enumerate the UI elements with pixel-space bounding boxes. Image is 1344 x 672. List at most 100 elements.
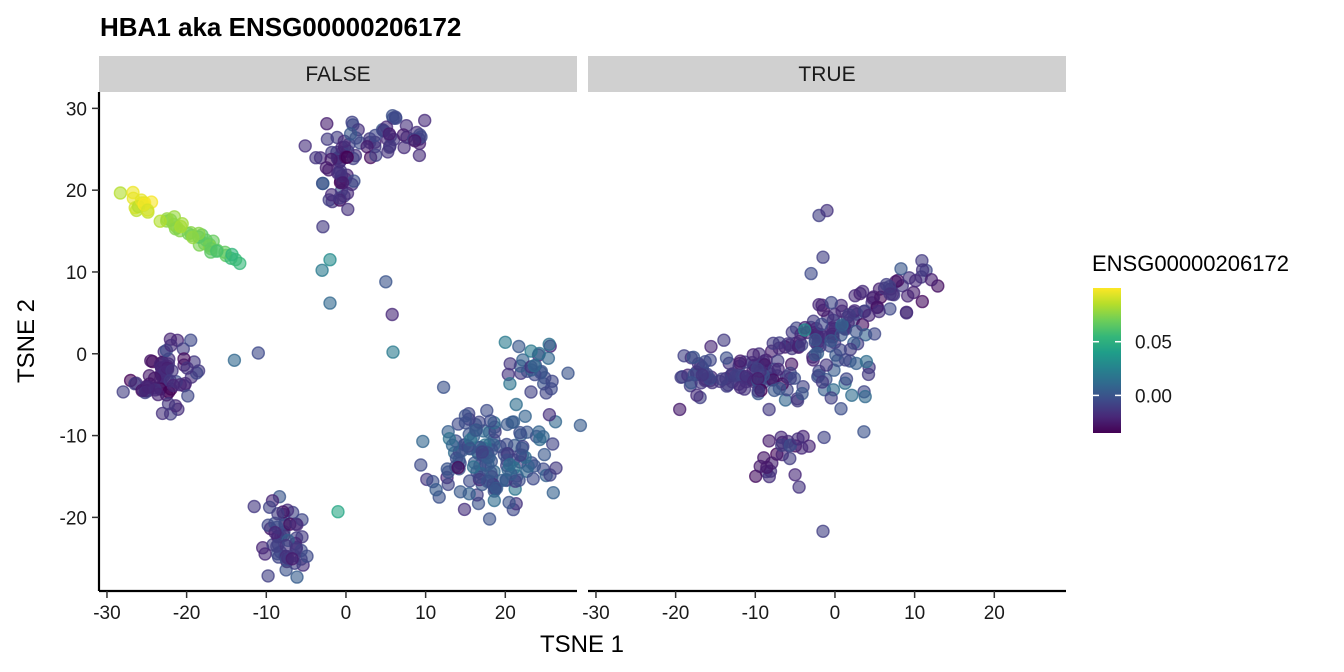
scatter-point: [762, 402, 776, 417]
scatter-point: [225, 247, 239, 262]
scatter-point: [515, 441, 529, 455]
scatter-point: [279, 538, 293, 553]
scatter-point: [518, 409, 532, 423]
scatter-point: [751, 371, 765, 386]
scatter-point: [483, 414, 498, 428]
x-tick-label: -30: [582, 603, 609, 624]
scatter-point: [798, 323, 812, 337]
scatter-point: [475, 445, 489, 459]
strip-false: [99, 56, 577, 92]
scatter-point: [862, 308, 876, 322]
scatter-point: [385, 307, 399, 322]
scatter-point: [787, 371, 802, 385]
scatter-point: [824, 334, 838, 348]
scatter-point: [347, 174, 361, 188]
scatter-point: [209, 244, 224, 258]
scatter-point: [251, 346, 265, 360]
scatter-point: [719, 351, 734, 365]
scatter-point: [915, 294, 929, 309]
scatter-point: [546, 486, 560, 500]
scatter-point: [686, 350, 701, 364]
scatter-point: [549, 461, 563, 475]
scatter-point: [183, 333, 198, 347]
scatter-point: [164, 338, 178, 353]
y-axis-title: TSNE 2: [13, 299, 40, 383]
scatter-point: [480, 474, 495, 489]
scatter-point: [698, 355, 712, 369]
scatter-point: [733, 354, 747, 368]
scatter-point: [315, 263, 329, 277]
legend-title: ENSG00000206172: [1092, 251, 1289, 276]
scatter-point: [690, 388, 704, 402]
scatter-point: [271, 507, 285, 521]
scatter-point: [820, 203, 834, 218]
scatter-point: [506, 415, 521, 429]
scatter-point: [909, 274, 923, 288]
scatter-point: [166, 378, 181, 393]
scatter-point: [261, 569, 275, 583]
scatter-point: [753, 459, 767, 474]
scatter-point: [445, 438, 460, 452]
scatter-point: [416, 434, 430, 449]
scatter-point: [842, 308, 856, 322]
scatter-point: [767, 383, 782, 398]
scatter-point: [343, 127, 358, 141]
scatter-point: [783, 451, 797, 466]
scatter-point: [812, 298, 826, 312]
scatter-point: [795, 386, 809, 401]
scatter-point: [533, 432, 547, 447]
scatter-point: [673, 402, 687, 417]
x-tick-label: -10: [742, 603, 769, 624]
scatter-point: [715, 372, 729, 386]
scatter-point: [181, 389, 195, 403]
scatter-point: [151, 387, 165, 402]
scatter-point: [340, 150, 354, 165]
scatter-point: [316, 176, 330, 191]
scatter-point: [290, 518, 304, 532]
scatter-point: [524, 385, 538, 399]
scatter-point: [309, 150, 323, 165]
scatter-point: [883, 287, 897, 301]
scatter-point: [116, 385, 130, 399]
scatter-point: [899, 306, 914, 320]
scatter-point: [788, 468, 802, 482]
scatter-point: [285, 552, 299, 566]
scatter-point: [573, 418, 588, 433]
scatter-point: [503, 377, 517, 391]
scatter-point: [824, 295, 838, 310]
scatter-point: [382, 127, 396, 141]
scatter-point: [771, 362, 785, 376]
scatter-point: [839, 372, 854, 386]
scatter-point: [816, 524, 830, 538]
scatter-point: [469, 423, 483, 437]
scatter-point: [457, 502, 472, 517]
scatter-point: [513, 425, 527, 440]
scatter-point: [429, 483, 443, 497]
scatter-point: [487, 493, 501, 508]
scatter-point: [498, 335, 512, 349]
scatter-point: [369, 148, 383, 163]
scatter-point: [766, 336, 780, 350]
scatter-point: [791, 432, 805, 446]
scatter-point: [845, 388, 859, 402]
scatter-point: [453, 485, 468, 499]
colorbar-tick-label: 0.00: [1135, 386, 1172, 407]
y-tick-label: 10: [66, 263, 87, 284]
scatter-point: [808, 347, 822, 362]
scatter-point: [819, 358, 833, 372]
scatter-point: [414, 458, 428, 472]
x-tick-label: 0: [830, 603, 841, 624]
colorbar: [1093, 288, 1121, 433]
scatter-point: [192, 226, 206, 241]
scatter-point: [815, 375, 830, 389]
scatter-point: [323, 253, 337, 267]
scatter-point: [397, 140, 411, 155]
scatter-point: [739, 369, 753, 383]
scatter-point: [704, 339, 718, 354]
x-tick-label: 10: [415, 603, 436, 624]
scatter-point: [674, 370, 688, 384]
scatter-point: [324, 152, 338, 167]
scatter-point: [463, 442, 477, 456]
strip-label-false: FALSE: [305, 63, 370, 86]
scatter-point: [247, 499, 261, 514]
